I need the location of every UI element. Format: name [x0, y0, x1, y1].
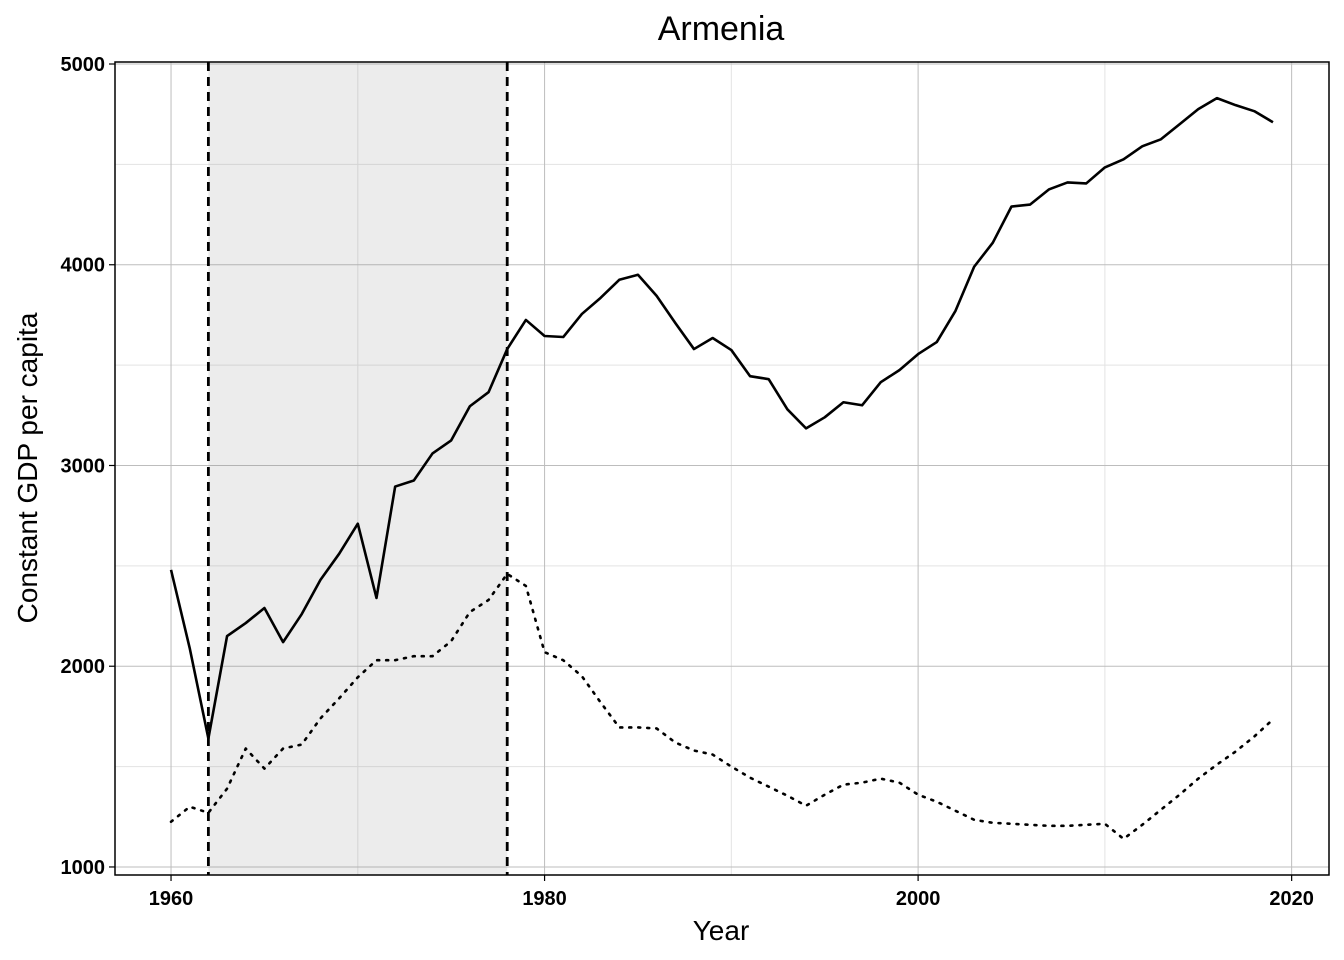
plot-border	[114, 61, 1330, 876]
y-tick-label: 2000	[61, 656, 106, 678]
series-line-dotted	[169, 572, 1275, 841]
chart-title: Armenia	[658, 10, 785, 48]
y-tick-label: 3000	[61, 455, 106, 477]
x-tick-label: 2020	[1269, 888, 1314, 910]
plot-area: 1960 1980 2000 2020 1000 2000 3000 4000 5000	[61, 54, 1330, 910]
x-axis-title: Year	[693, 915, 750, 946]
x-tick-label: 1960	[149, 888, 194, 910]
x-tick-label: 2000	[896, 888, 941, 910]
y-tick-label: 4000	[61, 255, 106, 277]
series-line-solid	[169, 96, 1274, 740]
y-tick-label: 5000	[61, 54, 106, 76]
shaded-region	[208, 62, 508, 875]
x-tick-label: 1980	[522, 888, 567, 910]
y-tick-label: 1000	[61, 857, 106, 879]
y-axis-title: Constant GDP per capita	[12, 312, 43, 623]
